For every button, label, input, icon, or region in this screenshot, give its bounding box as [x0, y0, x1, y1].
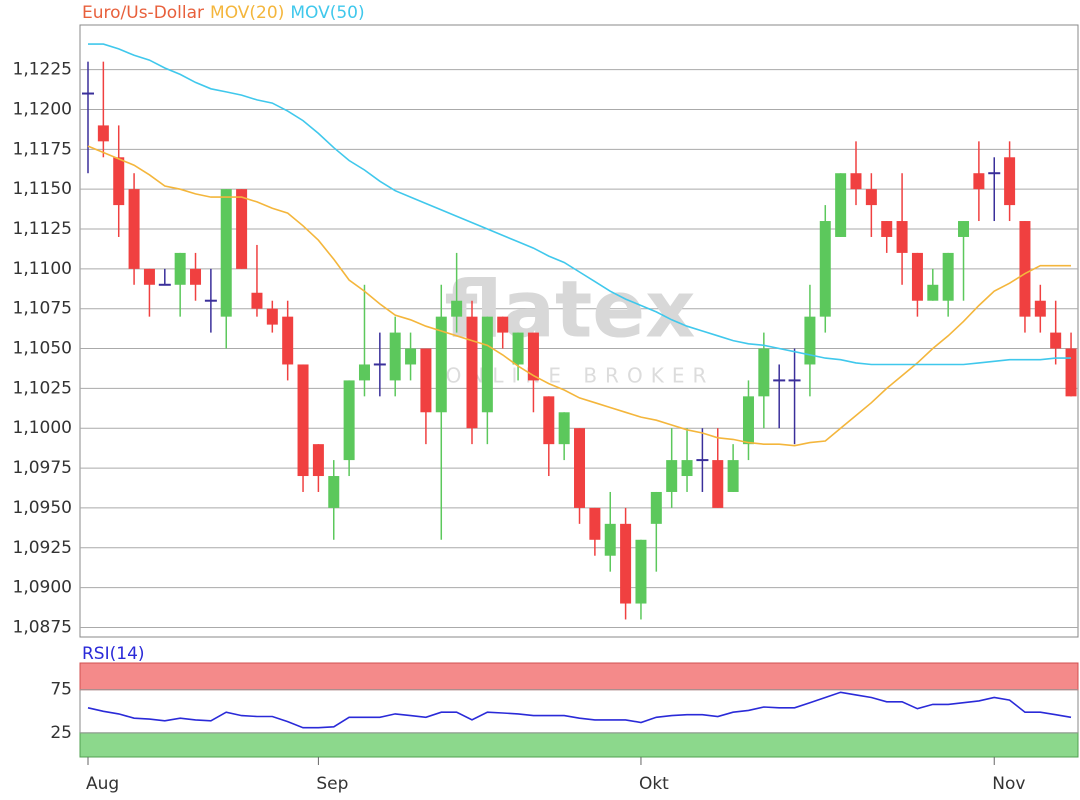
candle-body	[312, 444, 324, 477]
candle-body	[143, 268, 155, 285]
candle-body	[174, 252, 186, 285]
candle-body	[512, 332, 524, 365]
candle-body	[942, 252, 954, 301]
candle-body	[911, 252, 923, 301]
oversold-band	[79, 732, 1079, 758]
candle-body	[1065, 348, 1077, 397]
y-tick-label: 1,1075	[13, 299, 72, 319]
candle-body	[896, 221, 908, 253]
candle-body	[466, 316, 478, 429]
candle-body	[973, 173, 985, 190]
candle-body	[236, 189, 248, 269]
x-tick-label: Sep	[316, 774, 348, 794]
candle-body	[420, 348, 432, 413]
candle-body	[1034, 300, 1046, 317]
candle-body	[574, 428, 586, 508]
y-tick-label: 25	[50, 723, 72, 743]
moving-average-line	[87, 145, 1071, 447]
candle-body	[712, 460, 724, 508]
candle-body	[358, 364, 370, 381]
candle-body	[266, 308, 278, 325]
y-tick-label: 1,1100	[13, 259, 72, 279]
candle-body	[927, 284, 939, 301]
moving-average-line	[88, 43, 1071, 366]
y-tick-label: 1,1150	[13, 179, 72, 199]
candle-body	[881, 221, 893, 237]
y-tick-label: 1,1000	[13, 418, 72, 438]
x-tick-label: Okt	[639, 774, 669, 794]
candle-body	[389, 332, 401, 381]
plot-area	[79, 24, 1079, 638]
candle-body	[343, 380, 355, 461]
candle-body	[958, 221, 970, 237]
candle-body	[1019, 221, 1031, 317]
candle-body	[727, 460, 739, 492]
candle-body	[850, 173, 862, 190]
candle-body	[328, 476, 340, 508]
candle-body	[819, 221, 831, 317]
candle-body	[620, 523, 632, 604]
y-tick-label: 1,0900	[13, 578, 72, 598]
candle-body	[497, 316, 509, 333]
candle-body	[742, 396, 754, 445]
candle-body	[604, 523, 616, 556]
candle-body	[451, 300, 463, 317]
candle-body	[190, 268, 202, 285]
candle-body	[666, 460, 678, 492]
legend-entry: MOV(50)	[290, 3, 364, 23]
candle-body	[543, 396, 555, 445]
candle-body	[835, 173, 847, 237]
x-tick-label: Nov	[992, 774, 1025, 794]
legend-entry: MOV(20)	[210, 3, 284, 23]
candle-body	[1004, 157, 1016, 206]
candle-body	[282, 316, 294, 365]
y-tick-label: 1,0975	[13, 458, 72, 478]
overbought-band	[79, 662, 1079, 691]
y-tick-label: 1,0875	[13, 617, 72, 637]
candle-body	[405, 348, 417, 365]
candle-body	[865, 189, 877, 206]
y-tick-label: 1,1175	[13, 139, 72, 159]
candle-body	[589, 507, 601, 540]
candle-body	[558, 412, 570, 445]
candle-body	[650, 491, 662, 524]
candle-body	[251, 292, 263, 309]
rsi-line	[87, 691, 1072, 729]
candle-body	[481, 316, 493, 413]
candle-body	[113, 157, 125, 206]
y-tick-label: 1,1225	[13, 60, 72, 80]
candle-body	[435, 316, 447, 413]
candle-body	[527, 332, 539, 381]
candle-body	[97, 125, 109, 142]
candle-body	[681, 460, 693, 477]
x-tick-label: Aug	[86, 774, 119, 794]
y-tick-label: 75	[50, 680, 72, 700]
candle-body	[220, 189, 232, 317]
legend-entry: RSI(14)	[82, 644, 145, 664]
y-tick-label: 1,1125	[13, 219, 72, 239]
candle-body	[128, 189, 140, 269]
y-tick-label: 1,0925	[13, 538, 72, 558]
y-tick-label: 1,0950	[13, 498, 72, 518]
y-tick-label: 1,1050	[13, 339, 72, 359]
candle-body	[635, 539, 647, 604]
y-tick-label: 1,1025	[13, 378, 72, 398]
candle-body	[758, 348, 770, 397]
candle-body	[297, 364, 309, 477]
candle-body	[804, 316, 816, 365]
y-tick-label: 1,1200	[13, 99, 72, 119]
legend-entry: Euro/Us-Dollar	[82, 3, 204, 23]
candle-body	[1050, 332, 1062, 349]
